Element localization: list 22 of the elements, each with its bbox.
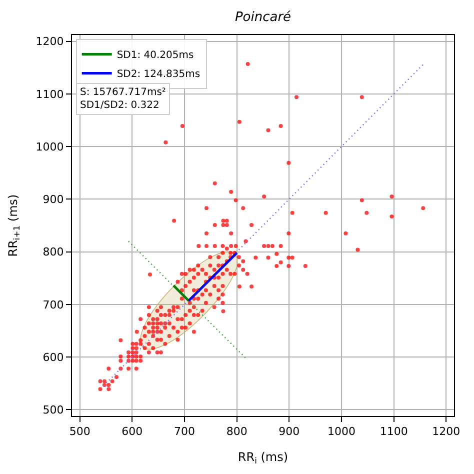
x-tick-label: 500: [69, 425, 90, 438]
x-tick-label: 900: [278, 425, 300, 438]
y-tick-label: 800: [42, 246, 64, 259]
x-tick-label: 700: [174, 425, 196, 438]
x-tick-label: 600: [122, 425, 143, 438]
annotation: SD1/SD2: 0.322: [80, 100, 160, 111]
y-tick-label: 1100: [36, 88, 64, 101]
y-tick-label: 1000: [36, 140, 64, 154]
y-tick-label: 700: [42, 298, 64, 312]
chart-title: Poincaré: [234, 10, 292, 25]
y-tick-label: 500: [42, 404, 64, 417]
x-tick-label: 1100: [380, 425, 408, 438]
legend-label: SD1: 40.205ms: [116, 50, 194, 62]
y-tick-label: 900: [42, 193, 64, 206]
x-tick-label: 800: [226, 425, 248, 438]
x-tick-label: 1200: [432, 425, 460, 438]
x-axis-title: RR$_{i}$ (ms): [238, 450, 288, 466]
y-tick-label: 600: [42, 350, 64, 364]
y-tick-label: 1200: [36, 35, 64, 48]
x-tick-label: 1000: [327, 425, 356, 438]
legend-label: SD2: 124.835ms: [116, 69, 200, 80]
annotation: S: 15767.717ms²: [80, 87, 166, 98]
